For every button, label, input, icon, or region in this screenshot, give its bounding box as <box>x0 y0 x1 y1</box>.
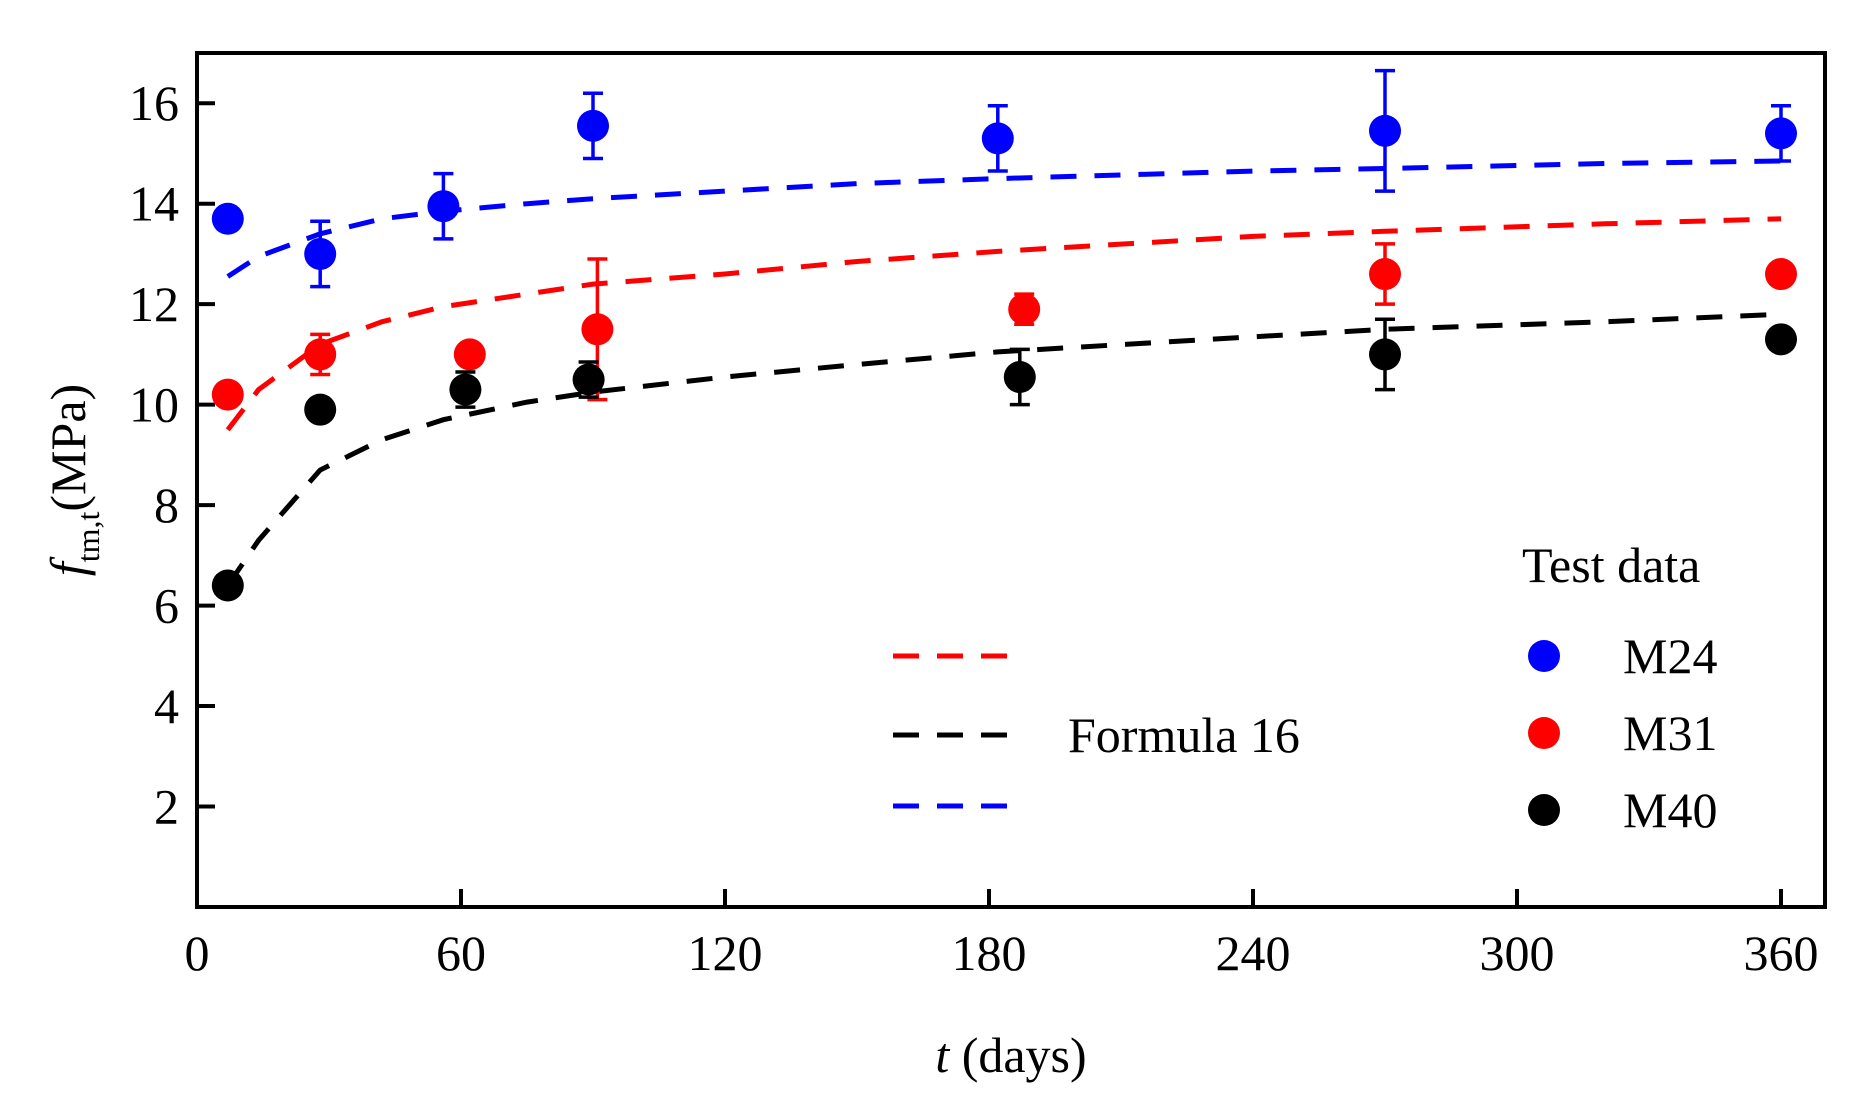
data-point-m24-3 <box>577 109 609 142</box>
data-point-m24-0 <box>211 202 244 235</box>
data-point-m40-5 <box>1369 338 1401 371</box>
data-point-m24-2 <box>427 190 460 223</box>
axis-ticks: 0 60 120 180 240 300 360 2 4 6 8 10 12 14 16 <box>129 75 1819 981</box>
data-point-m31-5 <box>1369 258 1401 291</box>
data-point-m31-0 <box>211 378 244 411</box>
y-tick-label-2: 6 <box>154 578 179 634</box>
y-tick-label-5: 12 <box>129 276 179 332</box>
data-point-m24-4 <box>981 122 1014 155</box>
x-tick-label-1: 60 <box>436 925 486 981</box>
x-tick-label-6: 360 <box>1744 925 1819 981</box>
legend-label-m31: M31 <box>1623 705 1717 761</box>
data-point-m24-5 <box>1369 114 1401 147</box>
data-point-m40-4 <box>1003 361 1036 394</box>
y-axis-title: ftm,t(MPa) <box>40 384 106 576</box>
data-point-m31-4 <box>1008 293 1041 326</box>
x-axis-title: t (days) <box>935 1027 1086 1083</box>
y-tick-label-6: 14 <box>129 176 179 232</box>
x-tick-label-4: 240 <box>1216 925 1291 981</box>
legend-marker-m31 <box>1528 717 1560 749</box>
legend-formula-label: Formula 16 <box>1068 707 1300 763</box>
legend-marker-m40 <box>1528 794 1560 826</box>
x-axis-title-unit: (days) <box>949 1027 1086 1083</box>
legend-marker-m24 <box>1528 640 1560 672</box>
data-point-m31-1 <box>304 338 337 371</box>
data-markers <box>211 68 1797 602</box>
data-point-m31-3 <box>581 313 614 346</box>
legend-title: Test data <box>1522 537 1700 593</box>
y-tick-label-0: 2 <box>154 779 179 835</box>
data-point-m40-1 <box>304 393 337 426</box>
legend-label-m40: M40 <box>1623 782 1717 838</box>
fit-curves <box>225 158 1782 587</box>
x-tick-label-2: 120 <box>688 925 763 981</box>
data-point-m40-3 <box>572 363 605 396</box>
y-axis-title-unit: (MPa) <box>40 384 96 512</box>
data-point-m31-6 <box>1765 258 1797 291</box>
fit-curve-m24 <box>226 158 1782 279</box>
data-point-m40-2 <box>449 373 482 406</box>
x-axis-title-variable: t <box>935 1027 950 1083</box>
y-axis-title-subscript: tm,t <box>70 511 106 562</box>
fit-curve-m40 <box>225 311 1782 587</box>
legend-label-m24: M24 <box>1623 628 1717 684</box>
x-tick-label-3: 180 <box>952 925 1027 981</box>
data-point-m24-1 <box>304 237 337 270</box>
y-tick-label-4: 10 <box>129 377 179 433</box>
fit-curve-m31 <box>225 216 1782 432</box>
x-tick-label-5: 300 <box>1480 925 1555 981</box>
data-point-m31-2 <box>453 338 486 371</box>
data-point-m24-6 <box>1765 117 1797 150</box>
data-point-m40-6 <box>1765 323 1797 356</box>
y-tick-label-1: 4 <box>154 678 179 734</box>
data-point-m40-0 <box>211 569 244 602</box>
x-tick-label-0: 0 <box>185 925 210 981</box>
legend: Test data Formula 16 M24 M31 M40 <box>893 537 1717 838</box>
y-tick-label-3: 8 <box>154 477 179 533</box>
y-tick-label-7: 16 <box>129 75 179 131</box>
plot-frame <box>195 51 1827 909</box>
